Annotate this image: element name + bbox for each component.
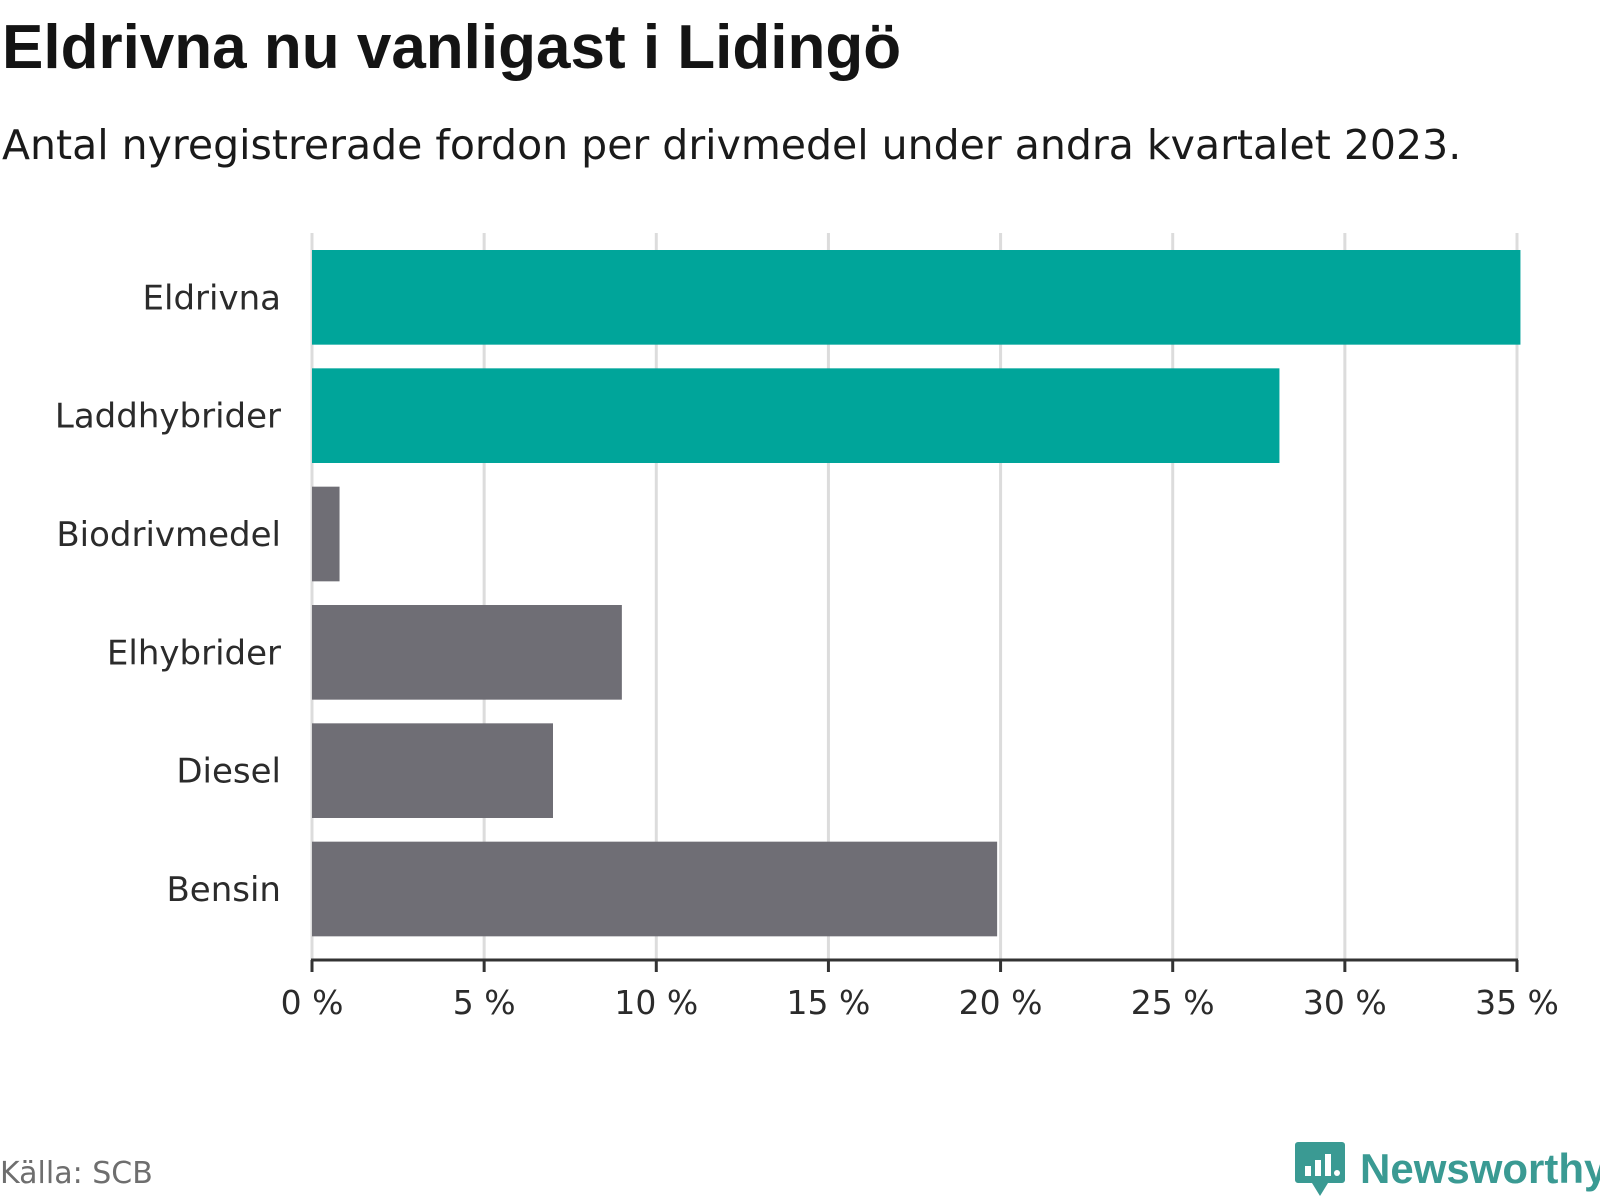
gridlines: [310, 233, 1519, 960]
bar-elhybrider: [312, 605, 622, 700]
brand-name: Newsworthy: [1360, 1145, 1600, 1192]
category-label-biodrivmedel: Biodrivmedel: [56, 515, 281, 555]
chart-title: Eldrivna nu vanligast i Lidingö: [2, 13, 902, 82]
x-tick-label-20: 20 %: [959, 983, 1043, 1022]
category-label-laddhybrider: Laddhybrider: [55, 397, 281, 437]
x-tick-label-10: 10 %: [614, 983, 698, 1022]
brand-logo: Newsworthy: [1294, 1140, 1600, 1198]
x-tick-label-15: 15 %: [787, 983, 871, 1022]
category-label-diesel: Diesel: [176, 752, 281, 792]
bar-laddhybrider: [312, 368, 1280, 463]
newsworthy-logo-icon: [1295, 1142, 1345, 1196]
bar-eldrivna: [312, 250, 1521, 345]
x-tick-label-5: 5 %: [453, 983, 516, 1022]
category-label-elhybrider: Elhybrider: [107, 633, 281, 673]
chart-subtitle: Antal nyregistrerade fordon per drivmede…: [2, 121, 1462, 169]
x-axis: 0 % 5 % 10 % 15 % 20 % 25 % 30 % 35 %: [281, 958, 1559, 1022]
category-label-eldrivna: Eldrivna: [143, 278, 281, 318]
bar-diesel: [312, 723, 553, 818]
bar-chart: Eldrivna Laddhybrider Biodrivmedel Elhybrid…: [55, 233, 1559, 1022]
x-tick-label-0: 0 %: [281, 983, 344, 1022]
bars: [312, 250, 1521, 937]
bar-biodrivmedel: [312, 486, 340, 582]
x-tick-label-30: 30 %: [1303, 983, 1387, 1022]
x-tick-label-25: 25 %: [1131, 983, 1215, 1022]
x-tick-label-35: 35 %: [1475, 983, 1559, 1022]
source-note: Källa: SCB: [0, 1156, 153, 1191]
category-label-bensin: Bensin: [166, 870, 281, 910]
bar-bensin: [312, 841, 998, 937]
category-labels: Eldrivna Laddhybrider Biodrivmedel Elhybrid…: [55, 278, 281, 910]
